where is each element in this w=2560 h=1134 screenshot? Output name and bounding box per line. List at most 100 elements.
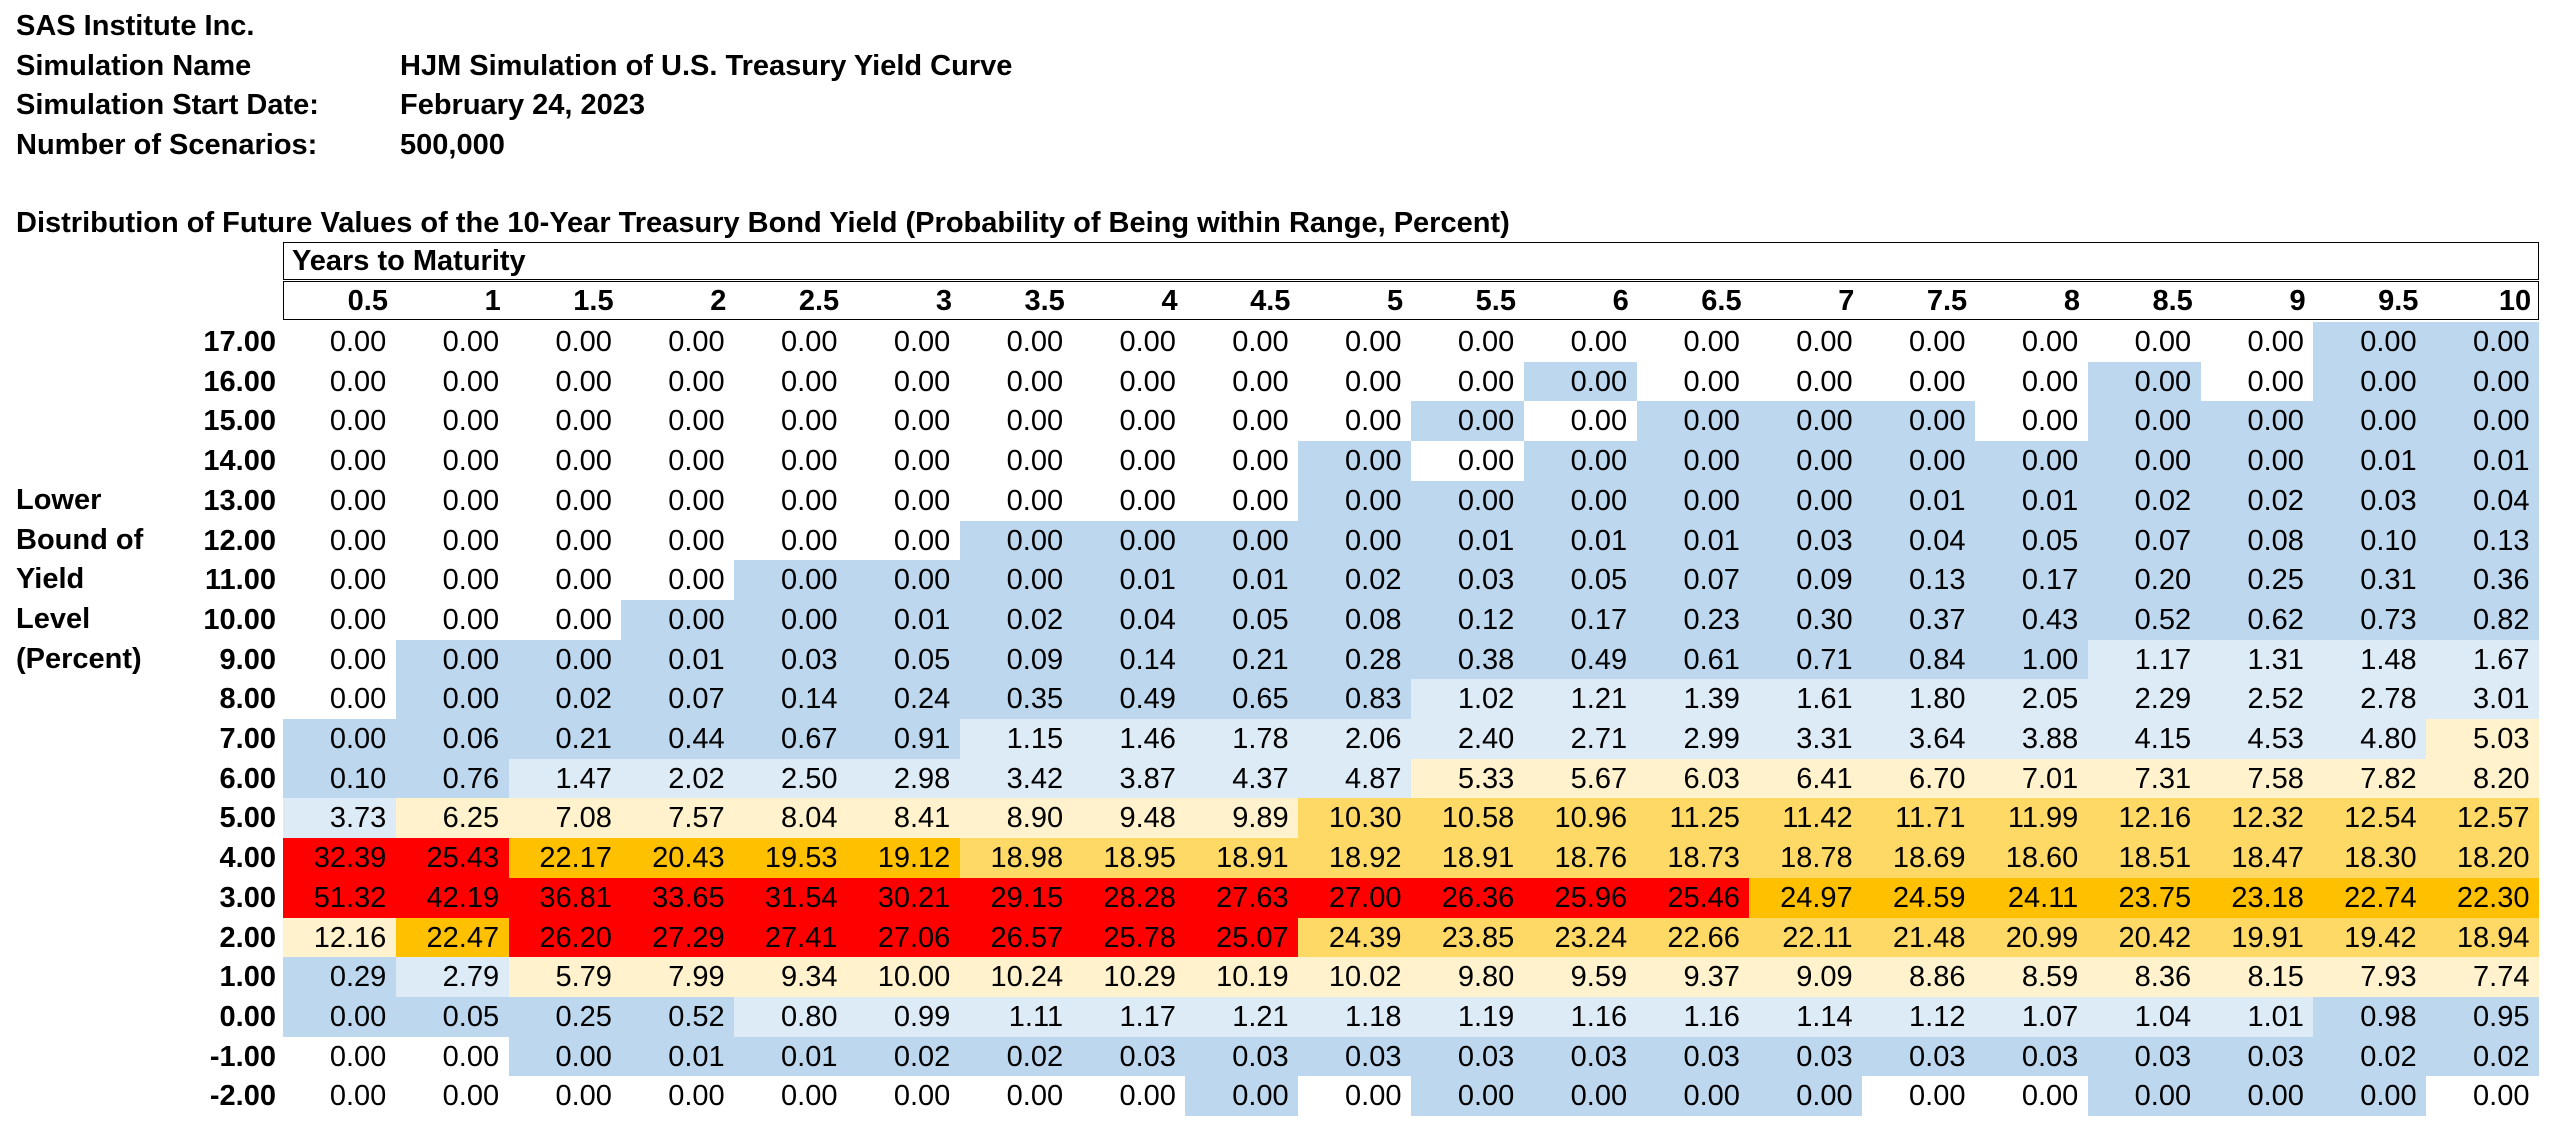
table-cell: 0.00: [283, 996, 397, 1037]
table-cell: 22.17: [508, 838, 622, 879]
table-cell: 18.98: [959, 838, 1074, 879]
table-cell: 0.00: [283, 1036, 397, 1077]
table-cell: 0.98: [2313, 996, 2427, 1037]
table-cell: 0.03: [1411, 560, 1525, 601]
number-of-scenarios-label: Number of Scenarios:: [16, 129, 318, 161]
table-cell: 0.01: [1072, 560, 1186, 601]
table-cell: 0.00: [1298, 401, 1412, 442]
table-cell: 0.02: [2200, 480, 2314, 521]
table-cell: 0.00: [621, 480, 735, 521]
table-cell: 0.00: [959, 520, 1074, 561]
table-cell: 31.54: [734, 877, 848, 918]
table-cell: 2.06: [1298, 719, 1412, 759]
table-cell: 0.00: [395, 520, 510, 561]
table-cell: 26.20: [508, 917, 622, 958]
table-cell: 0.00: [1862, 361, 1976, 402]
table-cell: 0.00: [395, 639, 510, 680]
table-cell: 0.00: [2313, 361, 2427, 402]
table-cell: 5.67: [1523, 758, 1638, 799]
table-cell: 0.00: [1749, 401, 1863, 442]
table-cell: 0.00: [1072, 361, 1186, 402]
table-cell: 0.00: [621, 1076, 735, 1117]
table-cell: 0.09: [1749, 560, 1863, 601]
row-axis-label-line: Lower: [16, 484, 102, 516]
table-cell: 0.01: [1411, 520, 1525, 561]
table-cell: 0.00: [1298, 1076, 1412, 1117]
table-cell: 1.39: [1636, 679, 1750, 720]
table-cell: 18.51: [2087, 838, 2202, 879]
table-cell: 0.00: [621, 322, 735, 362]
table-cell: 3.73: [283, 798, 397, 839]
table-cell: 1.01: [2200, 996, 2314, 1037]
table-cell: 0.00: [1185, 1076, 1299, 1117]
table-cell: 0.00: [1975, 441, 2089, 482]
table-cell: 1.46: [1072, 719, 1186, 759]
table-cell: 42.19: [395, 877, 510, 918]
table-cell: 0.00: [283, 560, 397, 601]
table-cell: 0.00: [283, 401, 397, 442]
table-cell: 0.03: [1298, 1036, 1412, 1077]
table-cell: 0.00: [734, 361, 848, 402]
table-cell: 0.14: [734, 679, 848, 720]
table-cell: 9.80: [1411, 957, 1525, 998]
table-cell: 0.00: [847, 401, 961, 442]
table-cell: 4.37: [1185, 758, 1299, 799]
table-cell: 0.52: [2087, 599, 2202, 640]
table-cell: 5.79: [508, 957, 622, 998]
table-cell: 9.09: [1749, 957, 1863, 998]
table-cell: 0.00: [847, 441, 961, 482]
table-cell: 7.74: [2426, 957, 2540, 998]
table-title: Distribution of Future Values of the 10-…: [16, 207, 1510, 239]
table-cell: 1.17: [1072, 996, 1186, 1037]
table-cell: 0.03: [1636, 1036, 1750, 1077]
table-cell: 0.02: [959, 599, 1074, 640]
table-cell: 1.67: [2426, 639, 2540, 680]
table-cell: 0.10: [283, 758, 397, 799]
table-cell: 0.00: [1749, 1076, 1863, 1117]
table-cell: 0.61: [1636, 639, 1750, 680]
table-cell: 0.00: [1975, 401, 2089, 442]
row-axis-label-line: Bound of: [16, 523, 144, 556]
table-cell: 0.00: [395, 480, 510, 521]
table-cell: 0.10: [2313, 520, 2427, 561]
table-cell: 0.00: [1636, 322, 1750, 362]
table-cell: 1.07: [1975, 996, 2089, 1037]
table-cell: 0.00: [2426, 401, 2540, 442]
row-axis-label-line: (Percent): [16, 642, 142, 675]
number-of-scenarios-value: 500,000: [400, 129, 505, 161]
table-cell: 10.19: [1185, 957, 1299, 998]
table-cell: 0.00: [2200, 322, 2314, 362]
table-cell: 0.12: [1411, 599, 1525, 640]
table-cell: 0.00: [2313, 1076, 2427, 1117]
table-cell: 2.78: [2313, 679, 2427, 720]
table-cell: 22.47: [395, 917, 510, 958]
table-cell: 18.20: [2426, 838, 2540, 879]
simulation-start-date-value: February 24, 2023: [400, 89, 646, 121]
table-cell: 1.14: [1749, 996, 1863, 1037]
table-cell: 0.00: [1862, 401, 1976, 442]
table-cell: 0.03: [1975, 1036, 2089, 1077]
table-cell: 0.00: [2313, 322, 2427, 362]
table-cell: 0.02: [959, 1036, 1074, 1077]
maturity-header: 5: [1387, 285, 1404, 317]
table-cell: 7.08: [508, 798, 622, 839]
table-cell: 19.42: [2313, 917, 2427, 958]
table-cell: 0.05: [847, 639, 961, 680]
table-cell: 0.00: [1636, 401, 1750, 442]
table-cell: 24.59: [1862, 877, 1976, 918]
maturity-header: 2.5: [798, 285, 840, 317]
table-cell: 2.02: [621, 758, 735, 799]
table-cell: 0.00: [1636, 361, 1750, 402]
table-cell: 0.00: [621, 401, 735, 442]
table-cell: 0.00: [1411, 401, 1525, 442]
table-cell: 9.48: [1072, 798, 1186, 839]
table-cell: 0.24: [847, 679, 961, 720]
table-cell: 0.44: [621, 719, 735, 759]
table-cell: 7.82: [2313, 758, 2427, 799]
table-cell: 0.82: [2426, 599, 2540, 640]
table-cell: 0.03: [1411, 1036, 1525, 1077]
row-label: 12.00: [203, 524, 276, 557]
table-cell: 8.86: [1862, 957, 1976, 998]
table-cell: 22.74: [2313, 877, 2427, 918]
table-cell: 0.00: [508, 322, 622, 362]
